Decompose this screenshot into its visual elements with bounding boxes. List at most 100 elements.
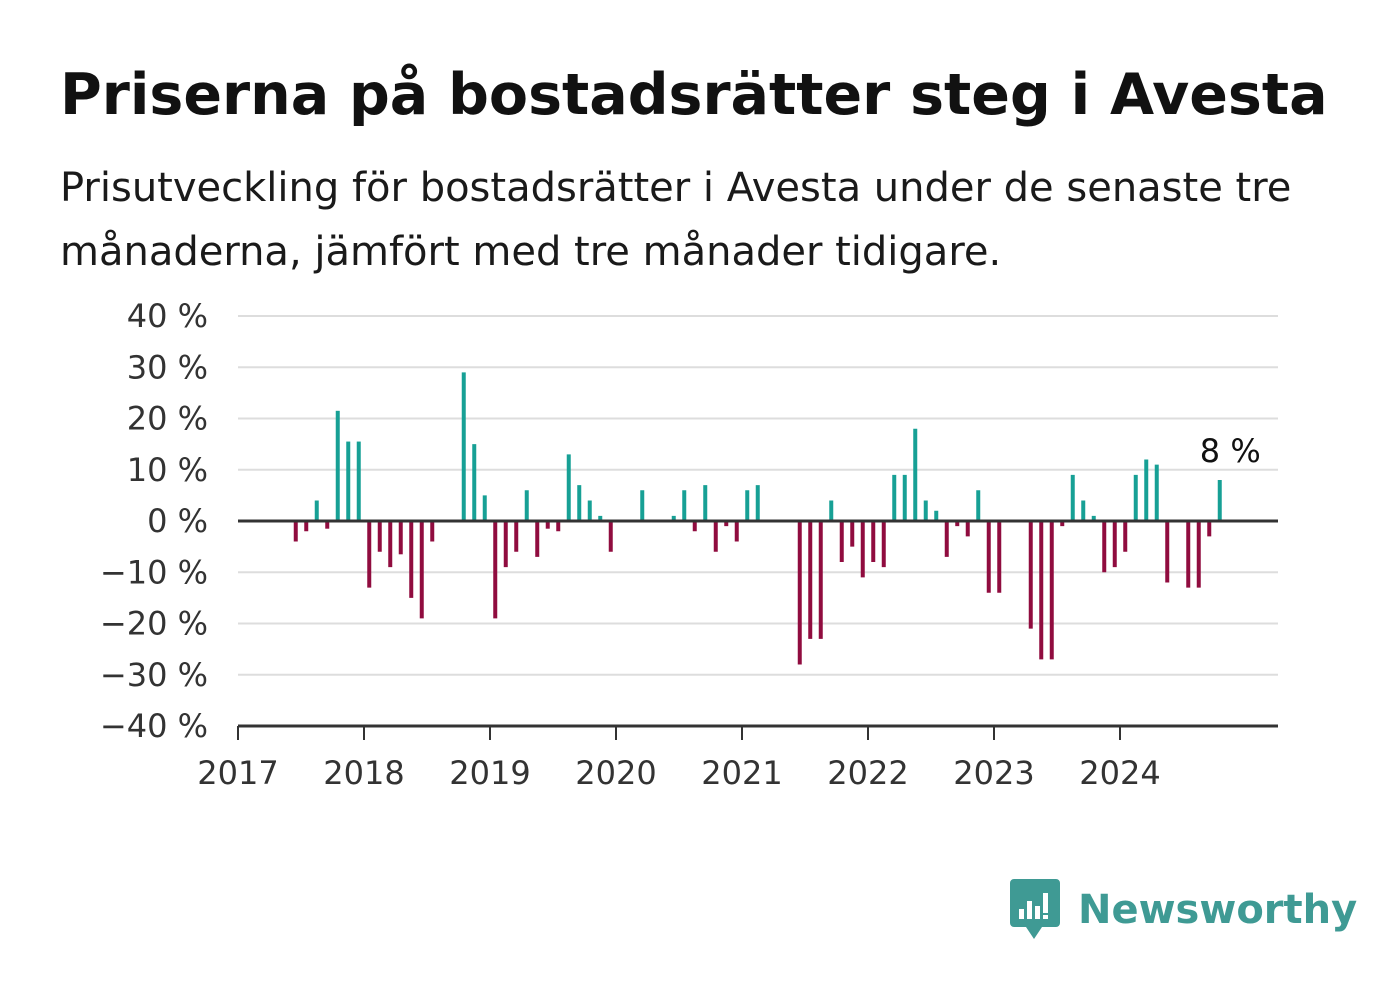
bar [325,521,330,529]
bar [346,441,351,521]
bar [1112,521,1117,568]
bar [1196,521,1201,588]
bar [640,490,645,521]
x-tick-label: 2022 [827,754,908,792]
bar [367,521,372,588]
bar [608,521,613,552]
bar [965,521,970,537]
bar [829,500,834,521]
bar [304,521,309,532]
bar [976,490,981,521]
x-tick-label: 2017 [197,754,278,792]
bar [944,521,949,557]
y-tick-label: 20 % [127,400,208,438]
x-tick-label: 2023 [953,754,1034,792]
bar [461,372,466,522]
bar [1186,521,1191,588]
y-axis-labels: 40 % 30 % 20 % 10 % 0 % −10 % −20 % −30 % −40 % [100,297,208,745]
bar [482,495,487,522]
bar [535,521,540,557]
y-tick-label: 40 % [127,297,208,335]
bar [1154,464,1159,522]
x-tick-label: 2018 [323,754,404,792]
bar [913,428,918,521]
y-tick-label: 10 % [127,451,208,489]
bar [1060,521,1065,527]
bar [472,444,477,522]
bar [734,521,739,542]
chart-title: Priserna på bostadsrätter steg i Avesta [60,62,1328,128]
y-tick-label: −20 % [100,605,208,643]
bar [808,521,813,639]
bar [566,454,571,522]
latest-value-label: 8 % [1200,432,1261,470]
bar [986,521,991,593]
bar [314,500,319,521]
bar [1165,521,1170,583]
bar [409,521,414,598]
bar [818,521,823,639]
bar [524,490,529,521]
newsworthy-logo-icon [1010,879,1060,939]
bars [293,372,1222,665]
bar [755,485,760,522]
bar [335,410,340,521]
bar [1028,521,1033,629]
bar [1081,500,1086,521]
y-tick-label: −40 % [100,707,208,745]
bar [1217,480,1222,521]
bar [997,521,1002,593]
bar [871,521,876,562]
y-tick-label: 30 % [127,348,208,386]
bar [692,521,697,532]
bar [356,441,361,521]
bar [556,521,561,532]
bar [703,485,708,522]
chart-subtitle: Prisutveckling för bostadsrätter i Avest… [60,165,1292,275]
bar [1091,515,1096,522]
x-tick-label: 2019 [449,754,530,792]
bar [587,500,592,521]
bar [671,515,676,522]
bar [514,521,519,552]
bar [860,521,865,578]
bar [934,510,939,521]
newsworthy-logo-text: Newsworthy [1078,887,1358,933]
bar [419,521,424,619]
bar [1049,521,1054,660]
newsworthy-logo: Newsworthy [1010,878,1357,942]
bar [1039,521,1044,660]
bar [545,521,550,529]
bar [724,521,729,527]
bar [1133,474,1138,522]
bar [881,521,886,568]
y-tick-label: −10 % [100,553,208,591]
bar [293,521,298,542]
bar [598,515,603,522]
bar [955,521,960,527]
bar [1070,474,1075,522]
bar [577,485,582,522]
bar [1123,521,1128,552]
bar [839,521,844,562]
bar [1207,521,1212,537]
bar [1102,521,1107,573]
x-tick-label: 2020 [575,754,656,792]
bar [377,521,382,552]
annotations: 8 % [1200,432,1261,470]
bar [797,521,802,665]
bar [1144,459,1149,521]
y-tick-label: −30 % [100,656,208,694]
bar [430,521,435,542]
bar [713,521,718,552]
x-axis: 2017 2018 2019 2020 2021 2022 2023 2024 [197,519,1278,792]
bar [493,521,498,619]
bar [398,521,403,555]
x-tick-label: 2024 [1079,754,1160,792]
bar [503,521,508,568]
bar [923,500,928,521]
bar [902,474,907,522]
bar [850,521,855,547]
bar [745,490,750,521]
